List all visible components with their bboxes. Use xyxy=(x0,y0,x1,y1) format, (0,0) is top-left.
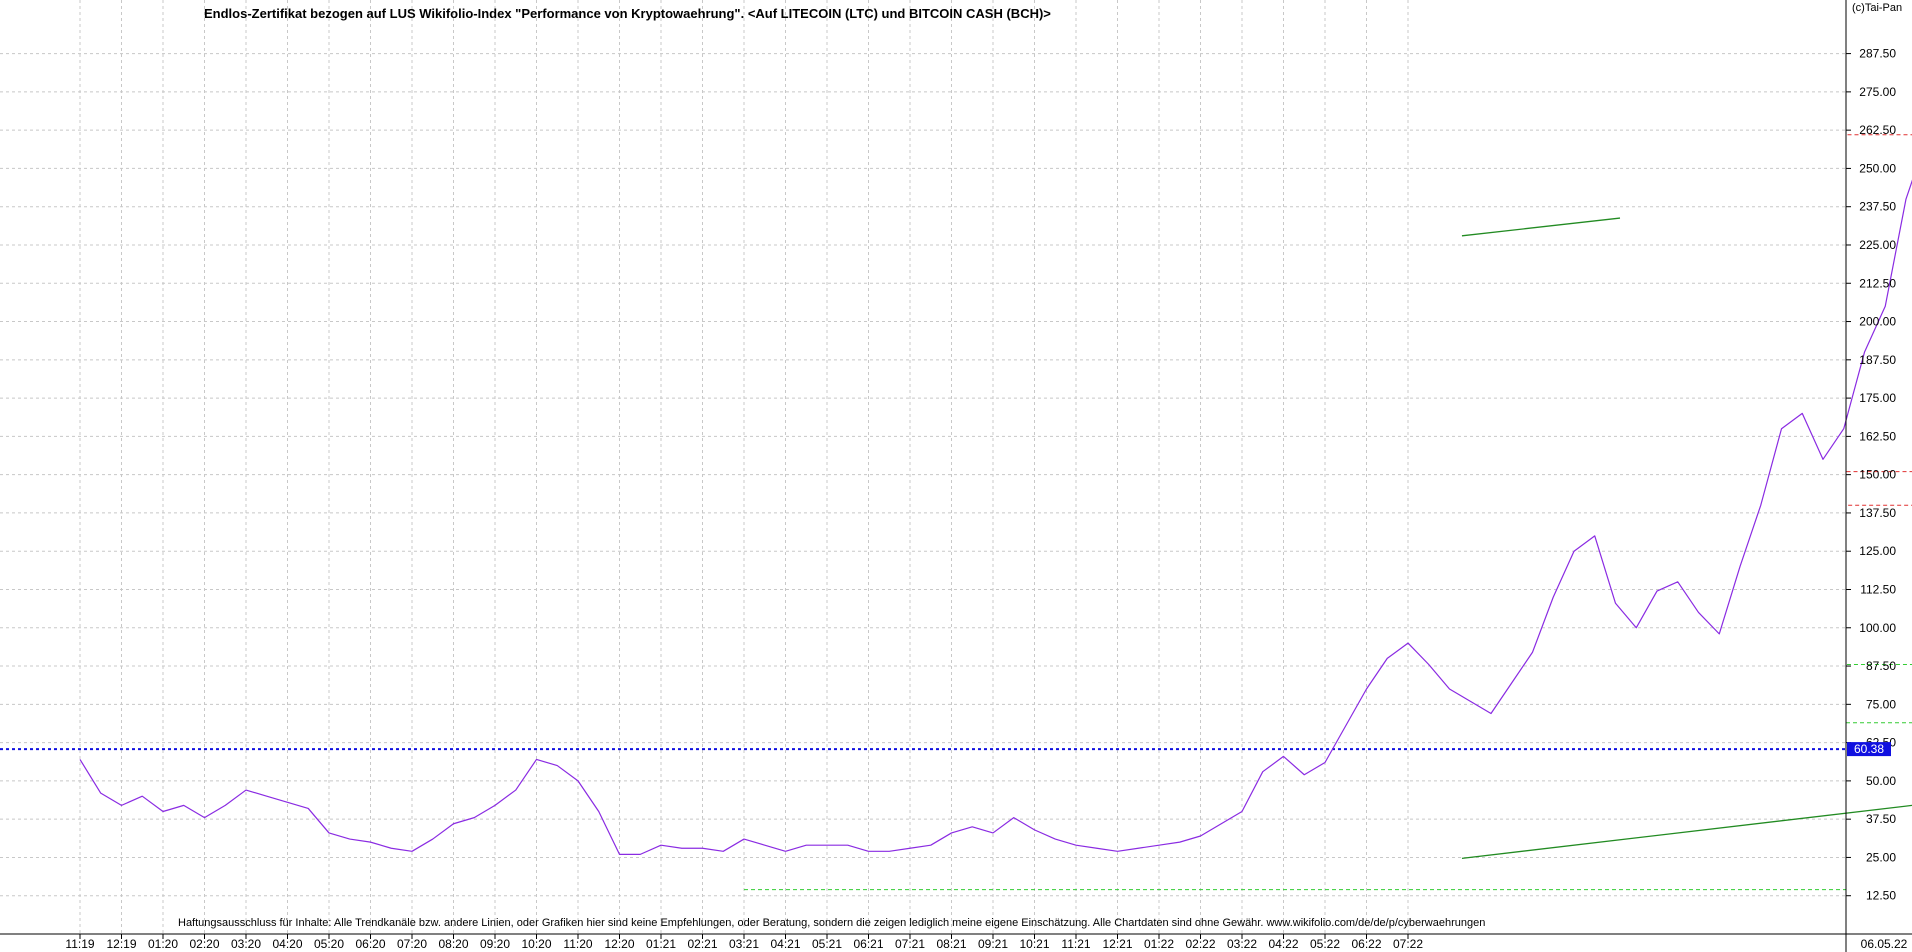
x-tick-label: 11:21 xyxy=(1061,937,1090,951)
price-line xyxy=(79,179,1912,855)
x-tick-label: 12:20 xyxy=(604,937,634,951)
copyright-credit: (c)Tai-Pan xyxy=(1852,2,1903,14)
x-tick-label: 01:21 xyxy=(646,937,676,951)
x-tick-label: 10:21 xyxy=(1019,937,1049,951)
x-tick-label: 06:20 xyxy=(355,937,385,951)
x-tick-label: 11:20 xyxy=(563,937,592,951)
x-tick-label: 09:21 xyxy=(978,937,1008,951)
y-tick-label: 225.00 xyxy=(1859,238,1896,252)
x-tick-label: 01:20 xyxy=(148,937,178,951)
y-tick-label: 87.50 xyxy=(1866,659,1896,673)
trend-line xyxy=(1461,804,1912,860)
y-tick-label: 250.00 xyxy=(1859,161,1896,175)
disclaimer-text: Haftungsausschluss für Inhalte: Alle Tre… xyxy=(178,917,1486,929)
level-lines xyxy=(0,134,1912,891)
y-tick-label: 262.50 xyxy=(1859,123,1896,137)
x-tick-label: 07:20 xyxy=(397,937,427,951)
x-tick-label: 02:20 xyxy=(189,937,219,951)
y-tick-label: 50.00 xyxy=(1866,774,1896,788)
price-series xyxy=(79,179,1912,855)
x-tick-label: 07:22 xyxy=(1393,937,1423,951)
x-tick-label: 01:22 xyxy=(1144,937,1174,951)
trend-lines xyxy=(1461,217,1912,860)
y-tick-label: 137.50 xyxy=(1859,506,1896,520)
grid xyxy=(0,0,1846,934)
y-tick-label: 287.50 xyxy=(1859,47,1896,61)
x-tick-label: 12:19 xyxy=(106,937,136,951)
y-tick-label: 112.50 xyxy=(1860,582,1896,596)
last-price-badge xyxy=(1847,742,1891,757)
y-tick-label: 25.00 xyxy=(1866,850,1896,864)
x-tick-label: 03:22 xyxy=(1227,937,1257,951)
y-tick-label: 162.50 xyxy=(1859,429,1896,443)
x-tick-label: 07:21 xyxy=(895,937,925,951)
x-tick-label: 08:20 xyxy=(438,937,468,951)
x-tick-label: 08:21 xyxy=(936,937,966,951)
x-tick-label: 05:21 xyxy=(812,937,842,951)
trend-line xyxy=(1461,217,1621,237)
x-tick-label: 04:22 xyxy=(1268,937,1298,951)
last-date-label: 06.05.22 xyxy=(1861,937,1908,951)
y-tick-label: 150.00 xyxy=(1859,468,1896,482)
x-tick-label: 06:22 xyxy=(1351,937,1381,951)
y-tick-label: 75.00 xyxy=(1866,697,1896,711)
x-tick-label: 12:21 xyxy=(1102,937,1132,951)
x-tick-label: 03:21 xyxy=(729,937,759,951)
y-tick-label: 12.50 xyxy=(1866,889,1896,903)
last-price-label: 60.38 xyxy=(1854,742,1884,756)
chart-title: Endlos-Zertifikat bezogen auf LUS Wikifo… xyxy=(204,6,1051,21)
x-tick-label: 05:20 xyxy=(314,937,344,951)
y-tick-label: 200.00 xyxy=(1859,315,1896,329)
y-tick-label: 125.00 xyxy=(1859,544,1896,558)
x-tick-label: 10:20 xyxy=(521,937,551,951)
x-tick-label: 02:21 xyxy=(687,937,717,951)
y-tick-label: 100.00 xyxy=(1859,621,1896,635)
x-tick-label: 09:20 xyxy=(480,937,510,951)
y-tick-label: 237.50 xyxy=(1859,200,1896,214)
y-tick-label: 212.50 xyxy=(1859,276,1896,290)
y-tick-label: 37.50 xyxy=(1866,812,1896,826)
x-tick-label: 02:22 xyxy=(1185,937,1215,951)
x-tick-label: 03:20 xyxy=(231,937,261,951)
x-tick-label: 04:20 xyxy=(272,937,302,951)
y-tick-label: 275.00 xyxy=(1859,85,1896,99)
y-tick-label: 175.00 xyxy=(1859,391,1896,405)
x-tick-label: 05:22 xyxy=(1310,937,1340,951)
y-tick-label: 187.50 xyxy=(1859,353,1896,367)
x-tick-label: 11:19 xyxy=(65,937,94,951)
x-tick-label: 04:21 xyxy=(770,937,800,951)
x-tick-label: 06:21 xyxy=(853,937,883,951)
